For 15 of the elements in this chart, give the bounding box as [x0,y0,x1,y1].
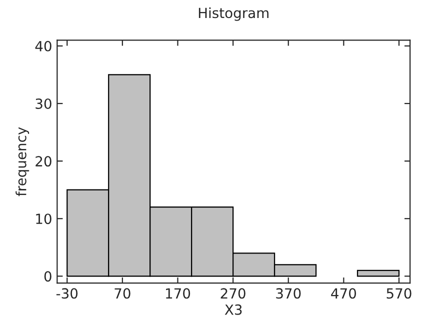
y-axis-title: frequency [16,127,30,196]
y-tick-label: 0 [44,271,52,282]
x-axis-title: X3 [224,304,242,315]
x-tick-label: 470 [331,288,356,299]
x-tick-label: 370 [276,288,301,299]
x-tick-label: 570 [386,288,412,299]
y-tick-label: 30 [36,98,52,109]
x-tick-label: 170 [166,288,190,299]
x-tick-label: 270 [220,288,246,299]
x-tick-label: -30 [56,288,78,299]
chart-title: Histogram [198,7,268,21]
x-tick-label: 70 [114,288,130,299]
y-tick-label: 20 [36,156,52,167]
y-tick-label: 40 [35,40,52,52]
y-tick-label: 10 [36,214,52,224]
